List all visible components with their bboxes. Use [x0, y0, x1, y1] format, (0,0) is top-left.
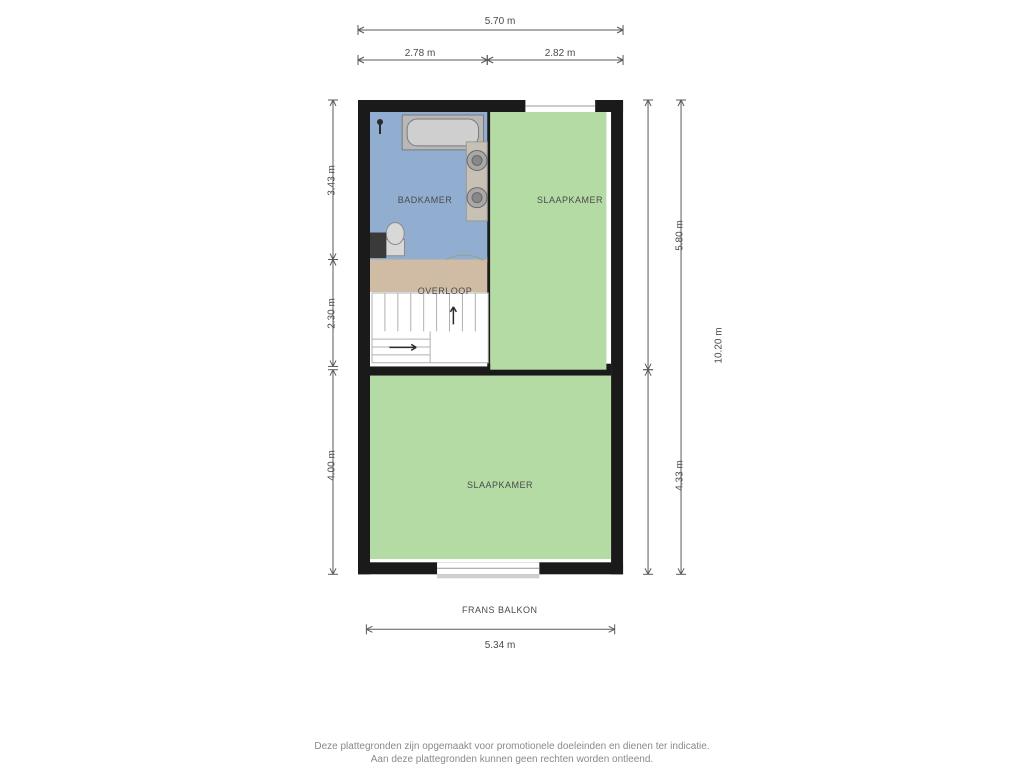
dim-right-total: 10.20 m: [714, 311, 725, 381]
dim-top-total: 5.70 m: [460, 16, 540, 27]
dim-left-mid: 2.30 m: [327, 284, 338, 344]
label-badkamer: BADKAMER: [385, 195, 465, 205]
floorplan-stage: 5.70 m 2.78 m 2.82 m 3.43 m 2.30 m 4.00 …: [0, 0, 1024, 768]
dim-left-upper: 3.43 m: [327, 151, 338, 211]
footer-line1: Deze plattegronden zijn opgemaakt voor p…: [314, 741, 709, 752]
dim-top-left: 2.78 m: [390, 48, 450, 59]
dim-top-right: 2.82 m: [530, 48, 590, 59]
label-slaapkamer-bottom: SLAAPKAMER: [450, 480, 550, 490]
label-frans-balkon: FRANS BALKON: [462, 605, 538, 615]
dim-bottom: 5.34 m: [460, 640, 540, 651]
footer-line2: Aan deze plattegronden kunnen geen recht…: [371, 754, 653, 765]
label-slaapkamer-top: SLAAPKAMER: [520, 195, 620, 205]
label-overloop: OVERLOOP: [405, 286, 485, 296]
dim-right-upper: 5.80 m: [675, 206, 686, 266]
dim-right-lower: 4.33 m: [675, 446, 686, 506]
floorplan-svg: [0, 0, 1024, 768]
dim-left-lower: 4.00 m: [327, 436, 338, 496]
footer: Deze plattegronden zijn opgemaakt voor p…: [0, 740, 1024, 766]
